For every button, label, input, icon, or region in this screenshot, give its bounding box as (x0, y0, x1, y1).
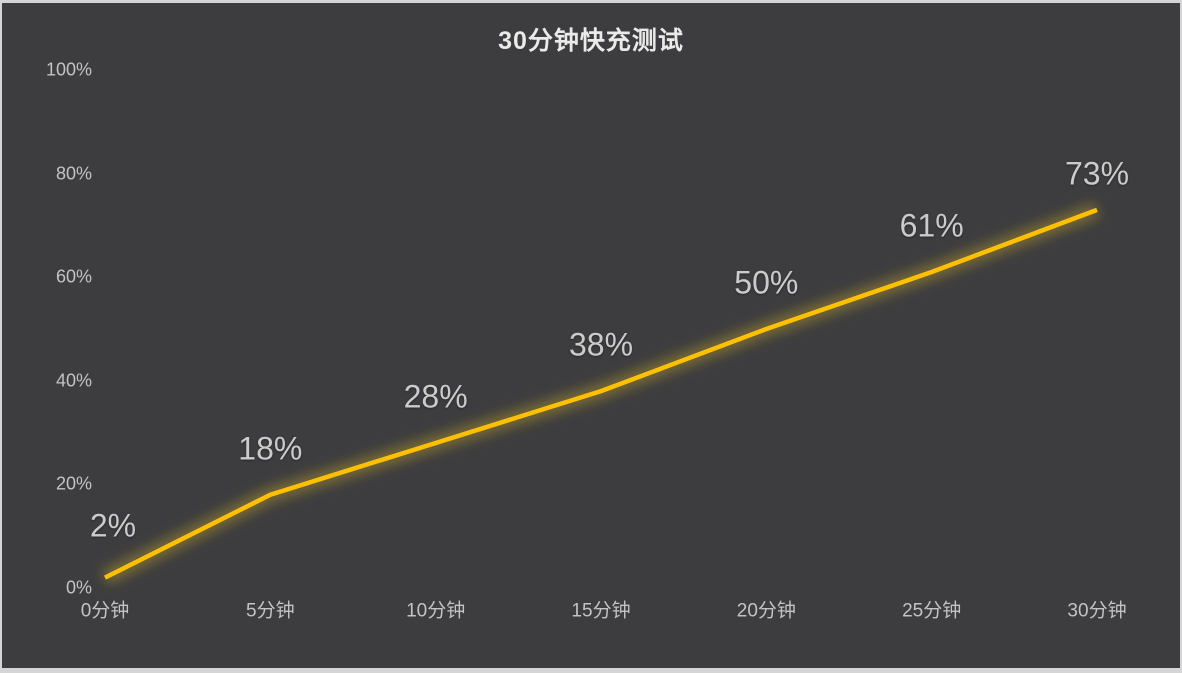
x-axis-tick-label: 20分钟 (736, 600, 796, 622)
x-axis-tick-label: 15分钟 (571, 600, 631, 622)
data-point-label: 28% (403, 378, 468, 415)
x-axis-tick-label: 0分钟 (80, 600, 130, 622)
data-point-label: 38% (568, 326, 634, 363)
chart-title: 30分钟快充测试 (498, 27, 684, 55)
data-point-label: 73% (1064, 155, 1130, 192)
data-point-label: 2% (89, 507, 137, 544)
y-axis-tick-label: 80% (55, 163, 92, 184)
data-point-label: 50% (734, 264, 799, 301)
charging-line (103, 207, 1098, 580)
x-axis-tick-label: 30分钟 (1067, 600, 1127, 622)
data-point-label: 61% (899, 207, 964, 244)
y-axis-tick-label: 20% (55, 473, 92, 494)
y-axis-tick-label: 100% (45, 59, 92, 80)
x-axis-tick-label: 10分钟 (406, 600, 466, 622)
x-axis-tick-label: 5分钟 (246, 600, 295, 622)
data-point-label: 18% (238, 430, 303, 467)
y-axis-tick-label: 0% (65, 577, 92, 598)
x-axis-tick-label: 25分钟 (902, 600, 962, 622)
y-axis-tick-label: 60% (55, 266, 92, 287)
y-axis-tick-label: 40% (55, 370, 92, 391)
